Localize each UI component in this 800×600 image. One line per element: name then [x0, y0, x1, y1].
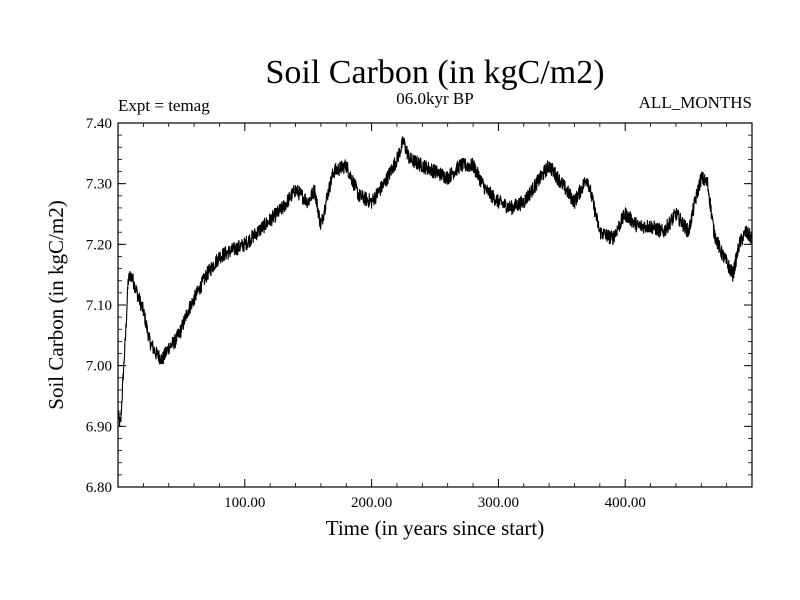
x-tick-label: 200.00	[351, 495, 392, 511]
months-label: ALL_MONTHS	[639, 93, 752, 112]
y-axis-label: Soil Carbon (in kgC/m2)	[44, 200, 68, 409]
x-tick-label: 300.00	[478, 495, 519, 511]
y-tick-label: 7.00	[86, 359, 112, 375]
plot-frame	[117, 122, 753, 488]
experiment-label: Expt = temag	[118, 96, 210, 115]
y-tick-label: 7.30	[86, 177, 112, 193]
x-axis-label: Time (in years since start)	[326, 516, 545, 540]
x-tick-label: 400.00	[605, 495, 646, 511]
data-series-layer	[117, 136, 753, 428]
y-tick-label: 6.80	[86, 480, 112, 496]
period-label: 06.0kyr BP	[396, 89, 473, 108]
y-tick-label: 7.20	[86, 237, 112, 253]
y-tick-label: 7.40	[86, 116, 112, 132]
y-tick-label: 6.90	[86, 419, 112, 435]
series-line-soil-carbon	[117, 136, 753, 428]
chart-title: Soil Carbon (in kgC/m2)	[265, 54, 604, 91]
y-tick-label: 7.10	[86, 298, 112, 314]
x-tick-label: 100.00	[224, 495, 265, 511]
